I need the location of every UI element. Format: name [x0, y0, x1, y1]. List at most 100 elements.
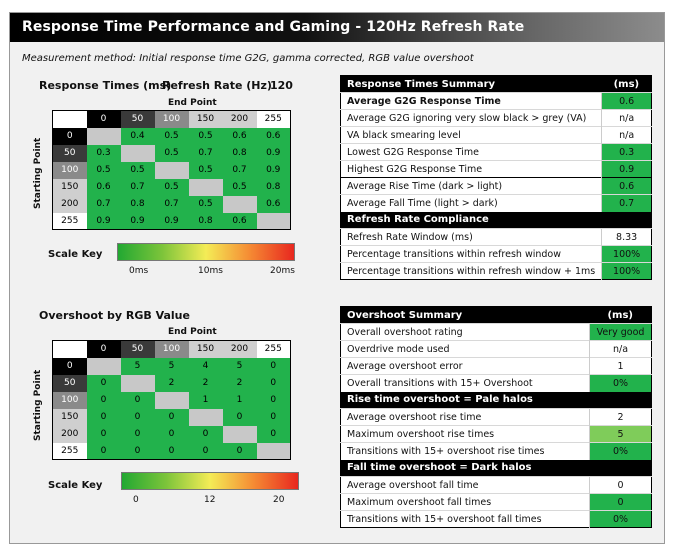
overshoot-scale-tick-mid: 12: [204, 495, 216, 505]
heatmap-cell: 0: [86, 374, 121, 392]
heatmap-diagonal-cell: [222, 195, 257, 213]
heatmap-cell: 0.8: [120, 195, 155, 213]
heatmap-corner: [52, 110, 87, 128]
starting-point-header: 50: [52, 374, 87, 392]
summary-row: Average overshoot rise time 2: [340, 408, 652, 426]
summary-row: Highest G2G Response Time 0.9: [340, 160, 652, 178]
heatmap-cell: 0: [86, 408, 121, 426]
summary-row: Overall transitions with 15+ Overshoot 0…: [340, 374, 652, 392]
summary-label: Percentage transitions within refresh wi…: [340, 262, 602, 280]
summary-row: Transitions with 15+ overshoot fall time…: [340, 510, 652, 528]
summary-label: Average Rise Time (dark > light): [340, 177, 602, 195]
summary-value: n/a: [601, 126, 652, 144]
starting-point-header: 200: [52, 425, 87, 443]
summary-row: Percentage transitions within refresh wi…: [340, 245, 652, 263]
heatmap-row: 150 0 0 0 0 0: [52, 408, 291, 426]
starting-point-header: 100: [52, 391, 87, 409]
heatmap-cell: 0: [222, 408, 257, 426]
end-point-header: 0: [86, 340, 121, 358]
overshoot-heatmap: 0 50 100 150 200 255 0 5 5 4 5 0 50 0 2 2 2 0 100 0 0 1 1 0 150 0…: [52, 340, 291, 460]
overshoot-starting-point-label: Starting Point: [33, 369, 43, 441]
heatmap-cell: 0: [256, 425, 291, 443]
heatmap-cell: 0.5: [86, 161, 121, 179]
starting-point-label: Starting Point: [33, 137, 43, 209]
scale-tick-max: 20ms: [270, 266, 295, 276]
heatmap-cell: 0.9: [256, 161, 291, 179]
report-frame: Response Time Performance and Gaming - 1…: [9, 12, 665, 544]
end-point-header: 0: [86, 110, 121, 128]
summary-label: VA black smearing level: [340, 126, 602, 144]
heatmap-cell: 0: [154, 425, 189, 443]
heatmap-cell: 1: [222, 391, 257, 409]
summary-value: n/a: [601, 109, 652, 127]
starting-point-header: 50: [52, 144, 87, 162]
heatmap-row: 150 0.6 0.7 0.5 0.5 0.8: [52, 178, 291, 196]
heatmap-cell: 5: [154, 357, 189, 375]
summary-value: 0: [589, 476, 652, 494]
summary-unit: (ms): [601, 75, 652, 93]
summary-value: 100%: [601, 262, 652, 280]
summary-value: 0%: [589, 442, 652, 460]
heatmap-diagonal-cell: [256, 442, 291, 460]
summary-row: Average overshoot fall time 0: [340, 476, 652, 494]
summary-label: Average overshoot rise time: [340, 408, 590, 426]
heatmap-cell: 0.5: [188, 161, 223, 179]
summary-row: Average Fall Time (light > dark) 0.7: [340, 194, 652, 212]
heatmap-header-row: 0 50 100 150 200 255: [52, 340, 291, 358]
heatmap-cell: 5: [222, 357, 257, 375]
end-point-header: 200: [222, 340, 257, 358]
summary-value: 0.7: [601, 194, 652, 212]
summary-label: Overdrive mode used: [340, 340, 590, 358]
heatmap-cell: 2: [154, 374, 189, 392]
heatmap-row: 0 0.4 0.5 0.5 0.6 0.6: [52, 127, 291, 145]
heatmap-cell: 0.4: [120, 127, 155, 145]
heatmap-cell: 0.8: [222, 144, 257, 162]
heatmap-cell: 0: [120, 442, 155, 460]
heatmap-cell: 0.5: [154, 178, 189, 196]
heatmap-row: 100 0 0 1 1 0: [52, 391, 291, 409]
overshoot-scale-tick-max: 20: [273, 495, 285, 505]
heatmap-cell: 0: [256, 408, 291, 426]
heatmap-diagonal-cell: [120, 144, 155, 162]
heatmap-cell: 0.7: [86, 195, 121, 213]
summary-value: 5: [589, 425, 652, 443]
overshoot-title: Overshoot by RGB Value: [39, 309, 190, 322]
summary-label: Average overshoot error: [340, 357, 590, 375]
overshoot-scale-key-label: Scale Key: [48, 480, 103, 491]
end-point-header: 150: [188, 340, 223, 358]
heatmap-cell: 0: [154, 408, 189, 426]
summary-label: Overall transitions with 15+ Overshoot: [340, 374, 590, 392]
heatmap-cell: 0.5: [154, 144, 189, 162]
heatmap-diagonal-cell: [188, 178, 223, 196]
summary-label: Average overshoot fall time: [340, 476, 590, 494]
summary-value: Very good: [589, 323, 652, 341]
refresh-rate-label: Refresh Rate (Hz): [162, 79, 272, 92]
page-title: Response Time Performance and Gaming - 1…: [22, 19, 525, 35]
summary-label: Maximum overshoot fall times: [340, 493, 590, 511]
heatmap-cell: 0.9: [120, 212, 155, 230]
summary-label: Maximum overshoot rise times: [340, 425, 590, 443]
summary-label: Average Fall Time (light > dark): [340, 194, 602, 212]
heatmap-row: 255 0.9 0.9 0.9 0.8 0.6: [52, 212, 291, 230]
response-times-summary: Response Times Summary (ms) Average G2G …: [340, 75, 652, 280]
summary-value: n/a: [589, 340, 652, 358]
heatmap-cell: 0.5: [120, 161, 155, 179]
summary-row: Percentage transitions within refresh wi…: [340, 262, 652, 280]
heatmap-row: 100 0.5 0.5 0.5 0.7 0.9: [52, 161, 291, 179]
starting-point-header: 150: [52, 178, 87, 196]
end-point-header: 100: [154, 340, 189, 358]
heatmap-row: 255 0 0 0 0 0: [52, 442, 291, 460]
heatmap-corner: [52, 340, 87, 358]
response-times-title: Response Times (ms): [39, 79, 172, 92]
heatmap-cell: 1: [188, 391, 223, 409]
summary-row: Maximum overshoot rise times 5: [340, 425, 652, 443]
end-point-header: 255: [256, 110, 291, 128]
heatmap-diagonal-cell: [256, 212, 291, 230]
heatmap-diagonal-cell: [120, 374, 155, 392]
heatmap-cell: 0.9: [154, 212, 189, 230]
heatmap-cell: 0: [86, 425, 121, 443]
overshoot-summary: Overshoot Summary (ms) Overall overshoot…: [340, 306, 652, 528]
heatmap-cell: 0: [256, 357, 291, 375]
heatmap-cell: 0: [120, 391, 155, 409]
